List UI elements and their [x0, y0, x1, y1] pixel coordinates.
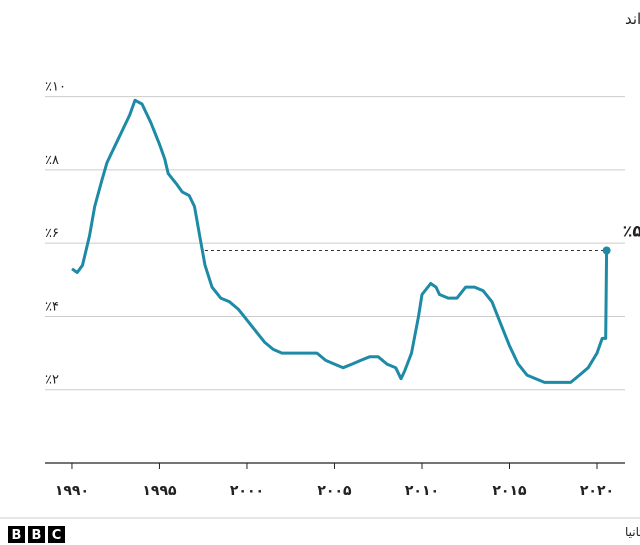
x-tick-label: ۱۹۹۵	[142, 483, 177, 499]
y-tick-label: ٪۲	[45, 373, 59, 388]
x-tick-label: ۲۰۰۵	[317, 483, 352, 499]
x-tick-label: ۲۰۰۰	[230, 483, 264, 499]
logo-letter: B	[32, 528, 42, 543]
x-tick-label: ۲۰۲۰	[580, 483, 614, 499]
annotation: ٪۵/۸	[623, 222, 640, 241]
logo-letter: B	[12, 528, 22, 543]
data-line	[71, 98, 609, 384]
logo-box	[48, 526, 65, 543]
x-tick-label: ۱۹۹۰	[55, 483, 89, 499]
y-tick-label: ٪۸	[45, 153, 59, 168]
end-point	[602, 246, 611, 255]
logo-box	[28, 526, 45, 543]
source: منبع: مرکز آمار بریتانیا	[625, 524, 640, 540]
chart-title: درصد افرادی که از دولت بریتانیا درخواست …	[625, 10, 640, 28]
logo-box	[8, 526, 25, 543]
y-tick-label: ٪۱۰	[45, 80, 66, 95]
x-tick-label: ۲۰۱۵	[492, 483, 527, 499]
logo-letter: C	[52, 528, 62, 543]
x-tick-label: ۲۰۱۰	[405, 483, 439, 499]
y-tick-label: ٪۴	[45, 299, 59, 314]
y-tick-label: ٪۶	[45, 226, 59, 241]
